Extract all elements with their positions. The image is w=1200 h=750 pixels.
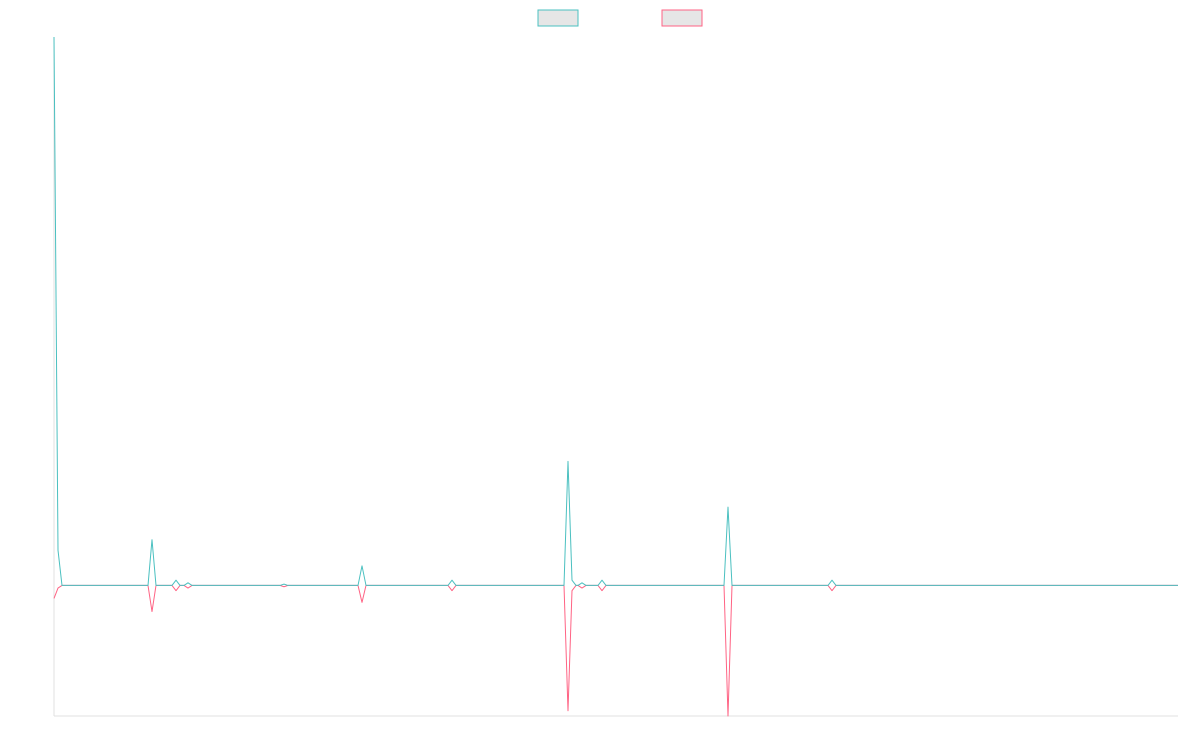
legend-swatch[interactable] — [661, 9, 703, 27]
series-line — [53, 36, 1178, 586]
legend-swatch[interactable] — [537, 9, 579, 27]
series-line — [53, 584, 1178, 717]
